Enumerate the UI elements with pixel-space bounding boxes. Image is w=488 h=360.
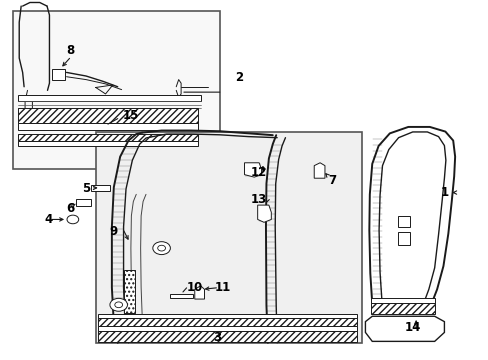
PathPatch shape (314, 163, 325, 178)
PathPatch shape (370, 303, 434, 314)
PathPatch shape (52, 69, 65, 80)
Text: 10: 10 (186, 281, 203, 294)
PathPatch shape (397, 216, 409, 226)
Bar (13, 12, 220, 169)
Text: 2: 2 (235, 71, 243, 84)
PathPatch shape (18, 123, 198, 130)
PathPatch shape (397, 232, 409, 244)
FancyBboxPatch shape (91, 185, 110, 192)
PathPatch shape (18, 108, 198, 123)
PathPatch shape (76, 199, 91, 206)
Text: 9: 9 (109, 225, 118, 238)
PathPatch shape (18, 95, 200, 101)
Text: 15: 15 (123, 109, 139, 122)
Text: 7: 7 (327, 174, 336, 186)
Text: 13: 13 (250, 193, 267, 206)
Circle shape (110, 298, 127, 311)
Text: 3: 3 (213, 331, 221, 344)
PathPatch shape (98, 314, 356, 318)
PathPatch shape (365, 316, 444, 341)
PathPatch shape (194, 286, 204, 299)
Text: 8: 8 (66, 44, 74, 57)
PathPatch shape (366, 318, 439, 338)
PathPatch shape (257, 205, 271, 222)
Text: 14: 14 (404, 320, 420, 333)
PathPatch shape (244, 163, 261, 177)
PathPatch shape (370, 298, 434, 303)
Circle shape (67, 215, 79, 224)
Text: 1: 1 (440, 186, 447, 199)
Text: 5: 5 (81, 183, 90, 195)
PathPatch shape (98, 331, 356, 342)
Text: 4: 4 (44, 213, 53, 226)
PathPatch shape (18, 134, 198, 140)
PathPatch shape (170, 294, 193, 298)
PathPatch shape (98, 326, 356, 331)
PathPatch shape (18, 141, 198, 146)
PathPatch shape (98, 318, 356, 325)
Text: 11: 11 (214, 281, 230, 294)
Text: 6: 6 (66, 202, 74, 215)
Bar (96, 132, 361, 343)
PathPatch shape (123, 270, 135, 313)
Text: 12: 12 (250, 166, 267, 179)
Circle shape (153, 242, 170, 255)
